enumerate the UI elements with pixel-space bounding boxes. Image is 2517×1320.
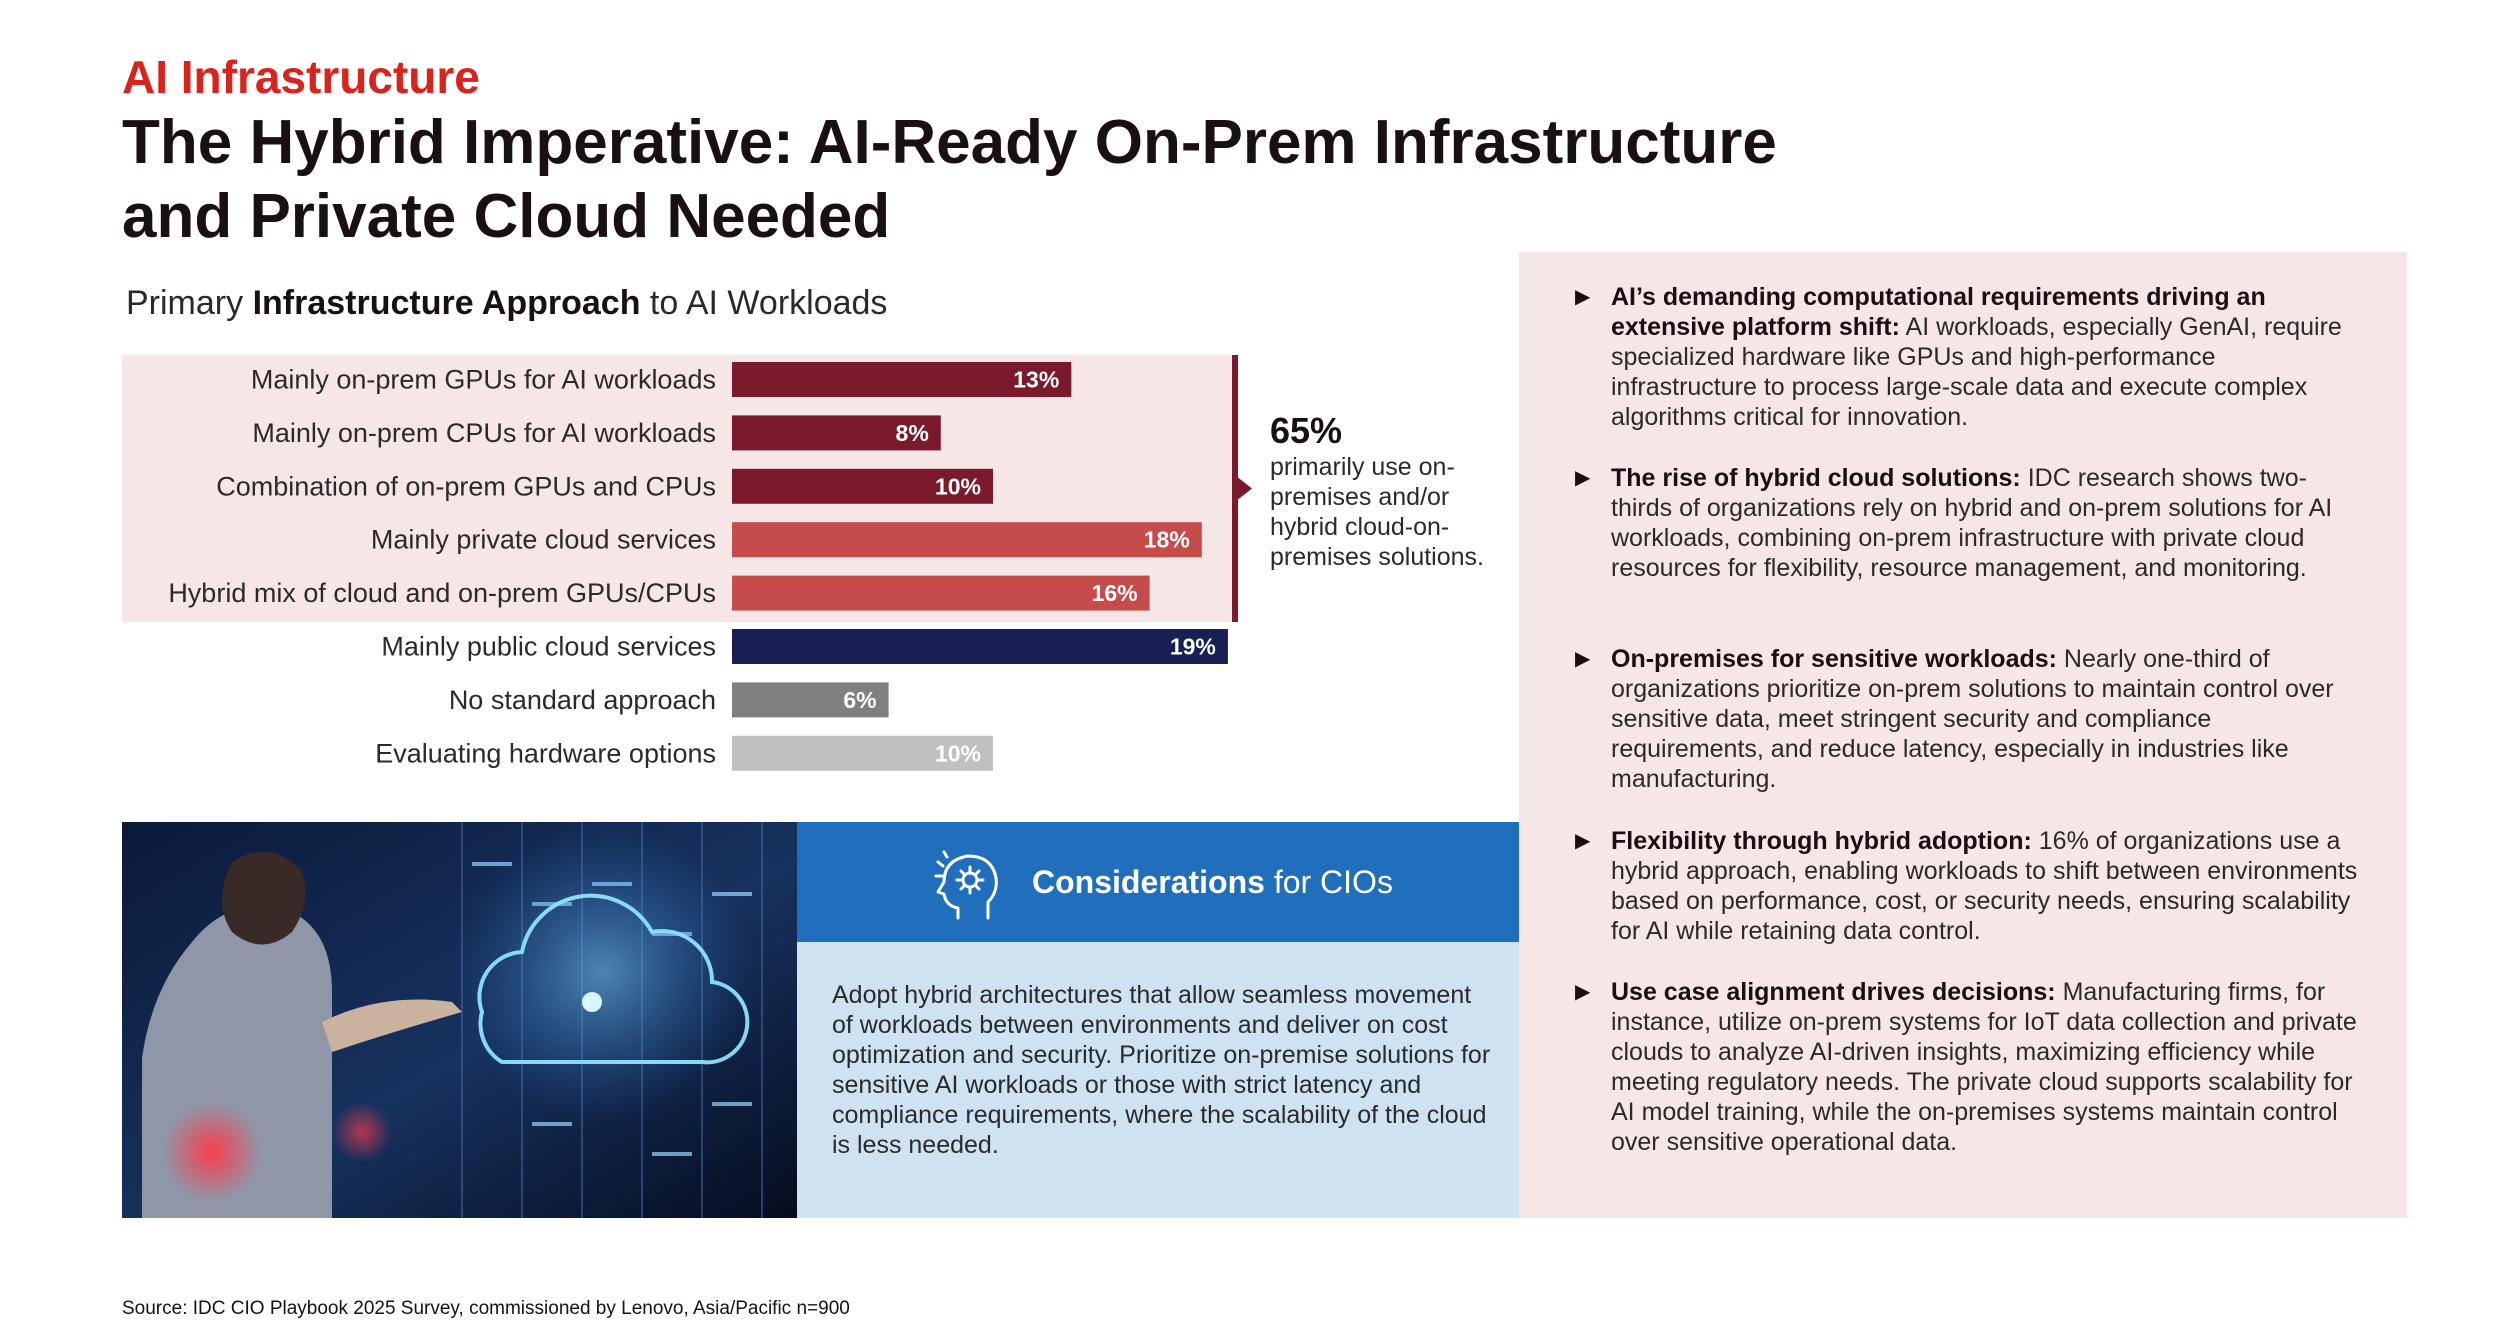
considerations-body-box [797,942,1519,1218]
considerations-header [797,822,1519,942]
insight-item: ▶ The rise of hybrid cloud solutions: ID… [1575,463,2365,583]
insight-body: Manufacturing firms, for instance, utili… [1611,978,2357,1156]
category-label: Mainly public cloud services [381,632,716,662]
considerations-title-bold: Considerations [1032,864,1265,900]
considerations-text: Adopt hybrid architectures that allow se… [832,981,1491,1159]
hero-photo-illustration [122,822,797,1218]
callout-text: primarily use on-premises and/or hybrid … [1270,453,1484,571]
insight-body: AI workloads, especially GenAI, require … [1611,313,2342,431]
insight-text: AI’s demanding computational requirement… [1611,282,2365,432]
bar [732,468,993,504]
value-label: 6% [843,687,876,713]
value-label: 16% [1092,580,1138,606]
bar [732,629,1228,664]
bracket-line [1232,355,1238,622]
bar [732,735,993,771]
category-label: Mainly on-prem GPUs for AI workloads [251,365,716,395]
insight-body: Nearly one-third of organizations priori… [1611,645,2334,793]
chart-title-bold: Infrastructure Approach [252,284,641,322]
category-label: Mainly on-prem CPUs for AI workloads [252,418,716,448]
insight-heading: Flexibility through hybrid adoption: [1611,827,2032,855]
insight-body: 16% of organizations use a hybrid approa… [1611,827,2358,945]
bar [732,362,1072,397]
head-gear-icon [934,850,998,920]
insight-item: ▶ Flexibility through hybrid adoption: 1… [1575,826,2365,946]
bar [732,415,941,451]
insight-text: Flexibility through hybrid adoption: 16%… [1611,826,2365,946]
chart-title-prefix: Primary [126,284,253,322]
insight-body: IDC research shows two-thirds of organiz… [1611,464,2333,582]
triangle-bullet-icon: ▶ [1575,830,1591,852]
insight-item: ▶ On-premises for sensitive workloads: N… [1575,644,2365,794]
value-label: 10% [935,740,981,766]
value-label: 10% [935,473,981,499]
bar [732,682,889,718]
category-label: Mainly private cloud services [371,525,716,555]
insight-heading: On-premises for sensitive workloads: [1611,645,2057,673]
value-label: 8% [896,420,929,446]
bar-chart: Mainly on-prem GPUs for AI workloads Main… [122,355,1252,771]
chart-title-suffix: to AI Workloads [640,284,888,322]
chart-bars-layer [732,362,1228,771]
considerations-title-rest: for CIOs [1264,864,1393,900]
chart-value-layer: 13% 8% 10% 18% 16% 19% 6% 10% [843,367,1216,767]
value-label: 18% [1144,527,1190,553]
insight-item: ▶ AI’s demanding computational requireme… [1575,282,2365,432]
value-label: 13% [1013,367,1059,393]
insight-heading: AI’s demanding computational requirement… [1611,283,2266,341]
triangle-bullet-icon: ▶ [1575,648,1591,670]
bar [732,575,1150,611]
insight-heading: The rise of hybrid cloud solutions: [1611,464,2021,492]
value-label: 19% [1170,634,1216,660]
triangle-bullet-icon: ▶ [1575,467,1591,489]
page-title: The Hybrid Imperative: AI-Ready On-Prem … [122,108,1777,251]
triangle-bullet-icon: ▶ [1575,286,1591,308]
category-label: No standard approach [449,685,716,715]
insights-panel [1519,252,2407,1218]
chart-title: Primary Infrastructure Approach to AI Wo… [126,284,887,323]
bracket-pointer [1238,477,1252,500]
insight-text: The rise of hybrid cloud solutions: IDC … [1611,463,2365,583]
category-label: Combination of on-prem GPUs and CPUs [216,471,716,501]
insight-text: Use case alignment drives decisions: Man… [1611,977,2365,1157]
insight-item: ▶ Use case alignment drives decisions: M… [1575,977,2365,1157]
category-label: Evaluating hardware options [375,738,716,768]
category-label: Hybrid mix of cloud and on-prem GPUs/CPU… [168,578,716,608]
callout-percentage: 65% [1270,410,1343,451]
section-kicker: AI Infrastructure [122,51,480,103]
source-note: Source: IDC CIO Playbook 2025 Survey, co… [122,1298,850,1319]
bar [732,522,1202,558]
insight-text: On-premises for sensitive workloads: Nea… [1611,644,2365,794]
considerations-title: Considerations for CIOs [1032,864,1393,901]
chart-category-layer: Mainly on-prem GPUs for AI workloads Main… [168,365,716,769]
triangle-bullet-icon: ▶ [1575,981,1591,1003]
insight-heading: Use case alignment drives decisions: [1611,978,2056,1006]
